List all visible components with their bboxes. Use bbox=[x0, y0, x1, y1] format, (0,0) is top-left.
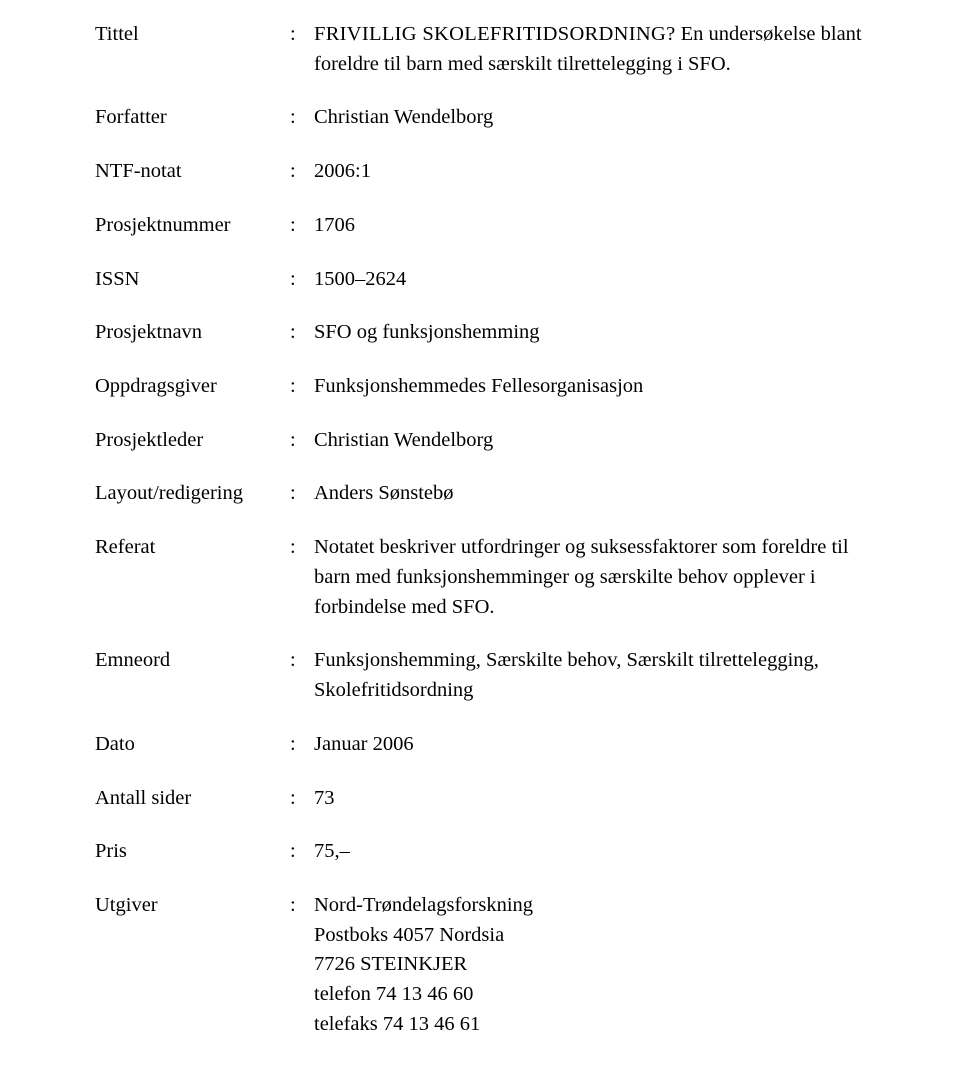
value-issn: 1500–2624 bbox=[314, 265, 865, 295]
value-layout-redigering: Anders Sønstebø bbox=[314, 479, 865, 509]
row-forfatter: Forfatter : Christian Wendelborg bbox=[95, 103, 865, 133]
row-prosjektnummer: Prosjektnummer : 1706 bbox=[95, 211, 865, 241]
row-issn: ISSN : 1500–2624 bbox=[95, 265, 865, 295]
row-emneord: Emneord : Funksjonshemming, Særskilte be… bbox=[95, 646, 865, 705]
row-referat: Referat : Notatet beskriver utfordringer… bbox=[95, 533, 865, 622]
row-utgiver: Utgiver : Nord-Trøndelagsforskning Postb… bbox=[95, 891, 865, 1040]
colon: : bbox=[290, 372, 314, 402]
row-antall-sider: Antall sider : 73 bbox=[95, 784, 865, 814]
tittel-part-smallcaps: FRIVILLIG SKOLEFRITIDSORDNING? bbox=[314, 23, 675, 45]
label-emneord: Emneord bbox=[95, 646, 290, 676]
utgiver-line-1: Nord-Trøndelagsforskning bbox=[314, 891, 865, 921]
value-prosjektnummer: 1706 bbox=[314, 211, 865, 241]
row-prosjektleder: Prosjektleder : Christian Wendelborg bbox=[95, 426, 865, 456]
colon: : bbox=[290, 265, 314, 295]
colon: : bbox=[290, 211, 314, 241]
colon: : bbox=[290, 318, 314, 348]
utgiver-line-5: telefaks 74 13 46 61 bbox=[314, 1010, 865, 1040]
utgiver-line-4: telefon 74 13 46 60 bbox=[314, 980, 865, 1010]
label-tittel: Tittel bbox=[95, 20, 290, 50]
value-ntf-notat: 2006:1 bbox=[314, 157, 865, 187]
value-dato: Januar 2006 bbox=[314, 730, 865, 760]
label-layout-redigering: Layout/redigering bbox=[95, 479, 290, 509]
row-ntf-notat: NTF-notat : 2006:1 bbox=[95, 157, 865, 187]
utgiver-line-3: 7726 STEINKJER bbox=[314, 950, 865, 980]
value-referat: Notatet beskriver utfordringer og sukses… bbox=[314, 533, 865, 622]
colon: : bbox=[290, 103, 314, 133]
label-prosjektleder: Prosjektleder bbox=[95, 426, 290, 456]
colon: : bbox=[290, 784, 314, 814]
row-prosjektnavn: Prosjektnavn : SFO og funksjonshemming bbox=[95, 318, 865, 348]
label-prosjektnavn: Prosjektnavn bbox=[95, 318, 290, 348]
colon: : bbox=[290, 646, 314, 676]
value-forfatter: Christian Wendelborg bbox=[314, 103, 865, 133]
value-emneord: Funksjonshemming, Særskilte behov, Særsk… bbox=[314, 646, 865, 705]
value-prosjektnavn: SFO og funksjonshemming bbox=[314, 318, 865, 348]
colon: : bbox=[290, 730, 314, 760]
metadata-page: Tittel : FRIVILLIG SKOLEFRITIDSORDNING? … bbox=[0, 0, 960, 1070]
label-issn: ISSN bbox=[95, 265, 290, 295]
row-dato: Dato : Januar 2006 bbox=[95, 730, 865, 760]
value-utgiver: Nord-Trøndelagsforskning Postboks 4057 N… bbox=[314, 891, 865, 1040]
label-oppdragsgiver: Oppdragsgiver bbox=[95, 372, 290, 402]
value-tittel: FRIVILLIG SKOLEFRITIDSORDNING? En unders… bbox=[314, 20, 865, 79]
label-dato: Dato bbox=[95, 730, 290, 760]
utgiver-line-2: Postboks 4057 Nordsia bbox=[314, 921, 865, 951]
value-prosjektleder: Christian Wendelborg bbox=[314, 426, 865, 456]
colon: : bbox=[290, 479, 314, 509]
value-antall-sider: 73 bbox=[314, 784, 865, 814]
label-referat: Referat bbox=[95, 533, 290, 563]
colon: : bbox=[290, 837, 314, 867]
row-tittel: Tittel : FRIVILLIG SKOLEFRITIDSORDNING? … bbox=[95, 20, 865, 79]
row-pris: Pris : 75,– bbox=[95, 837, 865, 867]
colon: : bbox=[290, 20, 314, 50]
colon: : bbox=[290, 891, 314, 921]
row-oppdragsgiver: Oppdragsgiver : Funksjonshemmedes Felles… bbox=[95, 372, 865, 402]
label-pris: Pris bbox=[95, 837, 290, 867]
label-antall-sider: Antall sider bbox=[95, 784, 290, 814]
label-prosjektnummer: Prosjektnummer bbox=[95, 211, 290, 241]
colon: : bbox=[290, 426, 314, 456]
label-forfatter: Forfatter bbox=[95, 103, 290, 133]
row-layout-redigering: Layout/redigering : Anders Sønstebø bbox=[95, 479, 865, 509]
value-oppdragsgiver: Funksjonshemmedes Fellesorganisasjon bbox=[314, 372, 865, 402]
label-utgiver: Utgiver bbox=[95, 891, 290, 921]
colon: : bbox=[290, 533, 314, 563]
label-ntf-notat: NTF-notat bbox=[95, 157, 290, 187]
value-pris: 75,– bbox=[314, 837, 865, 867]
colon: : bbox=[290, 157, 314, 187]
